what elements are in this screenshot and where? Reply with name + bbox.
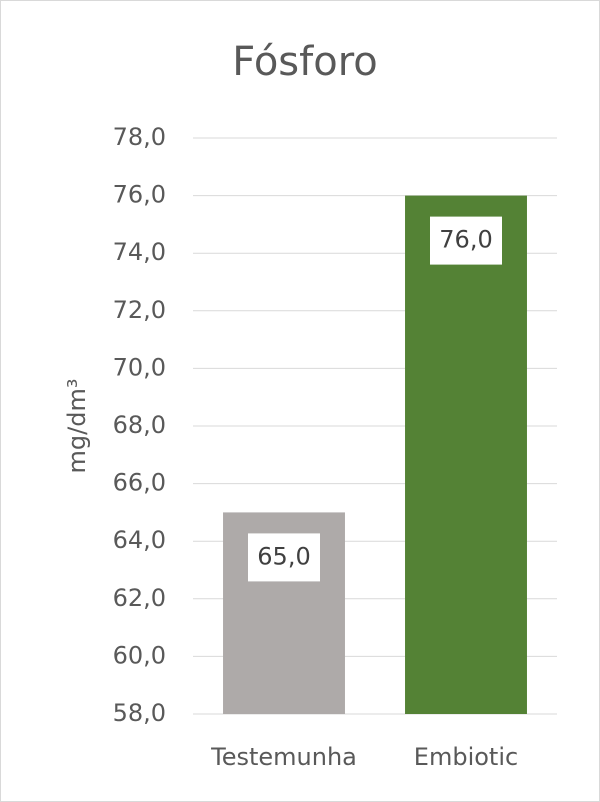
chart-title: Fósforo [232,39,378,85]
bar [405,195,527,715]
y-tick-label: 72,0 [113,296,166,324]
y-tick-label: 64,0 [113,526,166,554]
y-tick-label: 66,0 [113,469,166,497]
value-label-box [430,216,502,265]
x-tick-label: Testemunha [210,743,357,771]
y-tick-label: 70,0 [113,353,166,381]
value-label-box [248,533,320,582]
y-tick-label: 78,0 [113,123,166,151]
y-tick-label: 74,0 [113,238,166,266]
y-tick-label: 76,0 [113,181,166,209]
x-tick-label: Embiotic [414,743,518,771]
y-axis-label: mg/dm³ [63,379,91,474]
y-tick-label: 62,0 [113,584,166,612]
y-tick-label: 60,0 [113,641,166,669]
y-tick-label: 58,0 [113,699,166,727]
value-label: 76,0 [439,226,492,254]
value-label: 65,0 [257,542,310,570]
y-tick-label: 68,0 [113,411,166,439]
